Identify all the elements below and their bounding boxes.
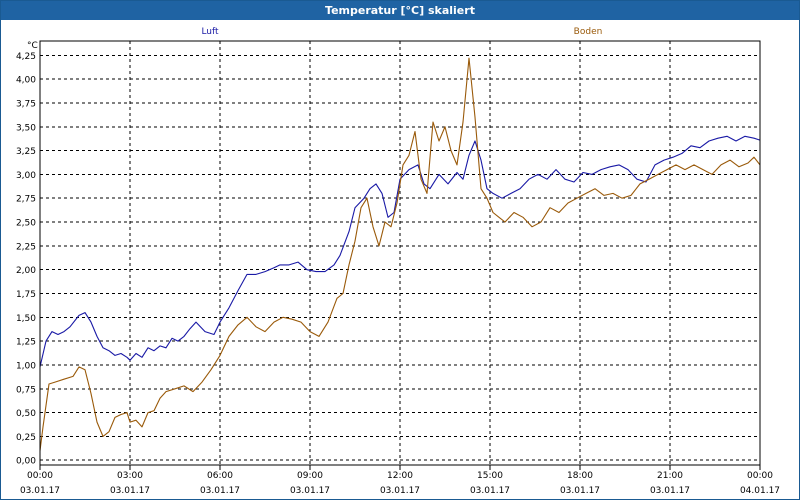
- x-tick-time-label: 00:00: [27, 471, 53, 481]
- series-line-luft: [39, 135, 761, 368]
- legend-label-boden: Boden: [574, 27, 603, 37]
- y-axis-unit-label: °C: [27, 41, 38, 51]
- y-tick-label: 0,75: [16, 385, 36, 395]
- x-tick-date-label: 03.01.17: [290, 486, 330, 496]
- x-tick-date-label: 03.01.17: [470, 486, 510, 496]
- chart-area: 0,00 0,25 0,50 0,75 1,00 1,25 1,50 1,75 2,00 2,25…: [1, 21, 799, 499]
- y-tick-label: 3,00: [16, 171, 36, 181]
- x-tick-time-label: 00:00: [747, 471, 773, 481]
- x-tick-time-label: 15:00: [477, 471, 503, 481]
- x-tick-date-label: 03.01.17: [650, 486, 690, 496]
- legend-label-luft: Luft: [201, 27, 219, 37]
- y-tick-label: 1,50: [16, 314, 36, 324]
- y-tick-label: 2,00: [16, 266, 36, 276]
- y-tick-label: 0,50: [16, 409, 36, 419]
- x-tick-time-label: 18:00: [567, 471, 593, 481]
- x-tick-date-label: 03.01.17: [20, 486, 60, 496]
- x-tick-time-label: 12:00: [387, 471, 413, 481]
- x-tick-time-label: 06:00: [207, 471, 233, 481]
- y-tick-label: 0,25: [16, 433, 36, 443]
- x-tick-date-label: 03.01.17: [110, 486, 150, 496]
- x-tick-date-label: 04.01.17: [740, 486, 780, 496]
- x-tick-date-label: 03.01.17: [380, 486, 420, 496]
- x-tick-time-label: 09:00: [297, 471, 323, 481]
- x-tick-date-label: 03.01.17: [200, 486, 240, 496]
- window-title: Temperatur [°C] skaliert: [1, 1, 799, 20]
- line-chart: 0,00 0,25 0,50 0,75 1,00 1,25 1,50 1,75 2,00 2,25…: [16, 27, 780, 496]
- x-tick-time-label: 03:00: [117, 471, 143, 481]
- y-tick-label: 1,00: [16, 361, 36, 371]
- y-tick-label: 1,25: [16, 338, 36, 348]
- y-tick-label: 2,50: [16, 219, 36, 229]
- y-tick-label: 4,25: [16, 52, 36, 62]
- y-tick-label: 4,00: [16, 76, 36, 86]
- y-tick-label: 3,50: [16, 123, 36, 133]
- series-line-boden: [39, 57, 761, 451]
- plot-border: [39, 40, 761, 466]
- x-tick-time-label: 21:00: [657, 471, 683, 481]
- y-tick-label: 1,75: [16, 290, 36, 300]
- x-tick-date-label: 03.01.17: [560, 486, 600, 496]
- y-tick-label: 2,25: [16, 242, 36, 252]
- y-tick-label: 3,25: [16, 147, 36, 157]
- y-tick-label: 2,75: [16, 195, 36, 205]
- y-tick-label: 0,00: [16, 457, 36, 467]
- y-tick-label: 3,75: [16, 99, 36, 109]
